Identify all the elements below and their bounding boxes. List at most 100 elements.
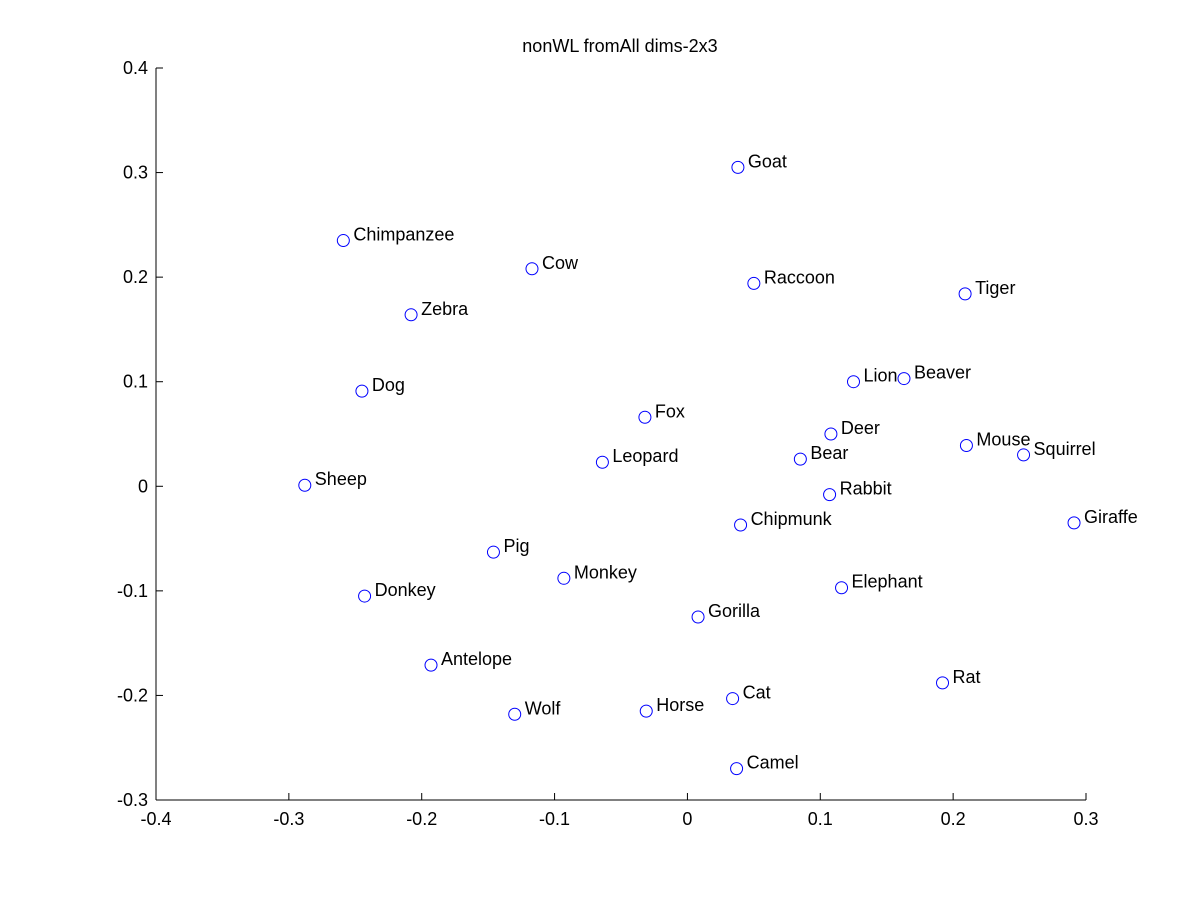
chart-title: nonWL fromAll dims-2x3 xyxy=(522,36,717,56)
axes xyxy=(155,68,1086,801)
data-point: Raccoon xyxy=(747,267,835,290)
point-label: Horse xyxy=(656,695,704,715)
data-point: Horse xyxy=(639,695,704,718)
data-point: Squirrel xyxy=(1017,439,1096,462)
point-marker xyxy=(404,308,418,322)
point-marker xyxy=(298,478,312,492)
data-point: Monkey xyxy=(557,562,637,585)
point-label: Chimpanzee xyxy=(353,225,454,245)
x-tick-label: 0 xyxy=(682,809,692,829)
point-label: Fox xyxy=(655,401,685,421)
point-marker xyxy=(1017,448,1031,462)
data-point: Antelope xyxy=(424,649,512,672)
point-marker xyxy=(731,160,745,174)
point-marker xyxy=(734,518,748,532)
point-marker xyxy=(525,262,539,276)
point-marker xyxy=(824,427,838,441)
data-point: Donkey xyxy=(358,580,436,603)
point-label: Mouse xyxy=(976,430,1030,450)
x-tick-label: -0.2 xyxy=(406,809,437,829)
data-point: Rabbit xyxy=(823,479,892,502)
point-marker xyxy=(793,452,807,466)
point-label: Beaver xyxy=(914,363,971,383)
point-marker xyxy=(638,410,652,424)
point-marker xyxy=(726,692,740,706)
point-marker xyxy=(557,571,571,585)
data-point: Sheep xyxy=(298,469,367,492)
x-tick-label: -0.4 xyxy=(140,809,171,829)
point-marker xyxy=(691,610,705,624)
data-points: Goat Chimpanzee Cow Raccoon Tiger Zebra Dog Lio… xyxy=(298,151,1138,776)
data-point: Mouse xyxy=(959,430,1030,453)
data-point: Chimpanzee xyxy=(336,225,454,248)
x-tick-label: 0.2 xyxy=(941,809,966,829)
ticks: -0.4 -0.3 -0.2 -0.1 0 0.1 0.2 0.3-0.3-0.2-0.100… xyxy=(117,58,1099,829)
point-label: Wolf xyxy=(525,698,562,718)
point-label: Gorilla xyxy=(708,601,761,621)
point-label: Dog xyxy=(372,375,405,395)
x-tick-label: 0.1 xyxy=(808,809,833,829)
point-label: Giraffe xyxy=(1084,507,1138,527)
point-label: Leopard xyxy=(612,446,678,466)
y-tick-label: -0.3 xyxy=(117,790,148,810)
data-point: Dog xyxy=(355,375,405,398)
data-point: Giraffe xyxy=(1067,507,1138,530)
point-label: Tiger xyxy=(975,278,1015,298)
y-tick-label: -0.1 xyxy=(117,581,148,601)
y-tick-label: 0.1 xyxy=(123,372,148,392)
point-marker xyxy=(508,707,522,721)
data-point: Rat xyxy=(936,667,981,690)
point-label: Lion xyxy=(864,366,898,386)
point-label: Pig xyxy=(503,536,529,556)
point-label: Elephant xyxy=(852,572,923,592)
point-marker xyxy=(639,704,653,718)
data-point: Fox xyxy=(638,401,685,424)
y-tick-label: 0.2 xyxy=(123,267,148,287)
data-point: Cat xyxy=(726,683,771,706)
point-label: Donkey xyxy=(375,580,436,600)
data-point: Lion xyxy=(847,366,898,389)
point-label: Squirrel xyxy=(1034,439,1096,459)
point-label: Chipmunk xyxy=(751,509,833,529)
data-point: Beaver xyxy=(897,363,971,386)
point-marker xyxy=(959,439,973,453)
data-point: Leopard xyxy=(595,446,678,469)
point-label: Monkey xyxy=(574,562,637,582)
point-label: Antelope xyxy=(441,649,512,669)
point-label: Raccoon xyxy=(764,267,835,287)
data-point: Goat xyxy=(731,151,787,174)
point-label: Rabbit xyxy=(840,479,892,499)
point-label: Deer xyxy=(841,418,880,438)
point-label: Rat xyxy=(953,667,981,687)
point-label: Goat xyxy=(748,151,787,171)
point-marker xyxy=(835,581,849,595)
data-point: Chipmunk xyxy=(734,509,833,532)
point-label: Zebra xyxy=(421,299,469,319)
point-marker xyxy=(424,658,438,672)
point-marker xyxy=(897,372,911,386)
point-marker xyxy=(958,287,972,301)
point-marker xyxy=(747,276,761,290)
point-marker xyxy=(936,676,950,690)
point-marker xyxy=(358,589,372,603)
data-point: Wolf xyxy=(508,698,562,721)
y-tick-label: 0.4 xyxy=(123,58,148,78)
point-label: Sheep xyxy=(315,469,367,489)
y-tick-label: 0.3 xyxy=(123,163,148,183)
point-marker xyxy=(847,375,860,389)
data-point: Zebra xyxy=(404,299,469,322)
point-marker xyxy=(730,762,744,776)
point-label: Bear xyxy=(810,443,848,463)
point-marker xyxy=(355,384,369,398)
point-marker xyxy=(486,545,500,559)
data-point: Elephant xyxy=(835,572,923,595)
data-point: Pig xyxy=(486,536,529,559)
y-tick-label: -0.2 xyxy=(117,685,148,705)
y-tick-label: 0 xyxy=(138,476,148,496)
point-label: Cat xyxy=(743,683,771,703)
data-point: Camel xyxy=(730,753,799,776)
point-label: Camel xyxy=(747,753,799,773)
point-marker xyxy=(336,234,350,248)
data-point: Deer xyxy=(824,418,880,441)
